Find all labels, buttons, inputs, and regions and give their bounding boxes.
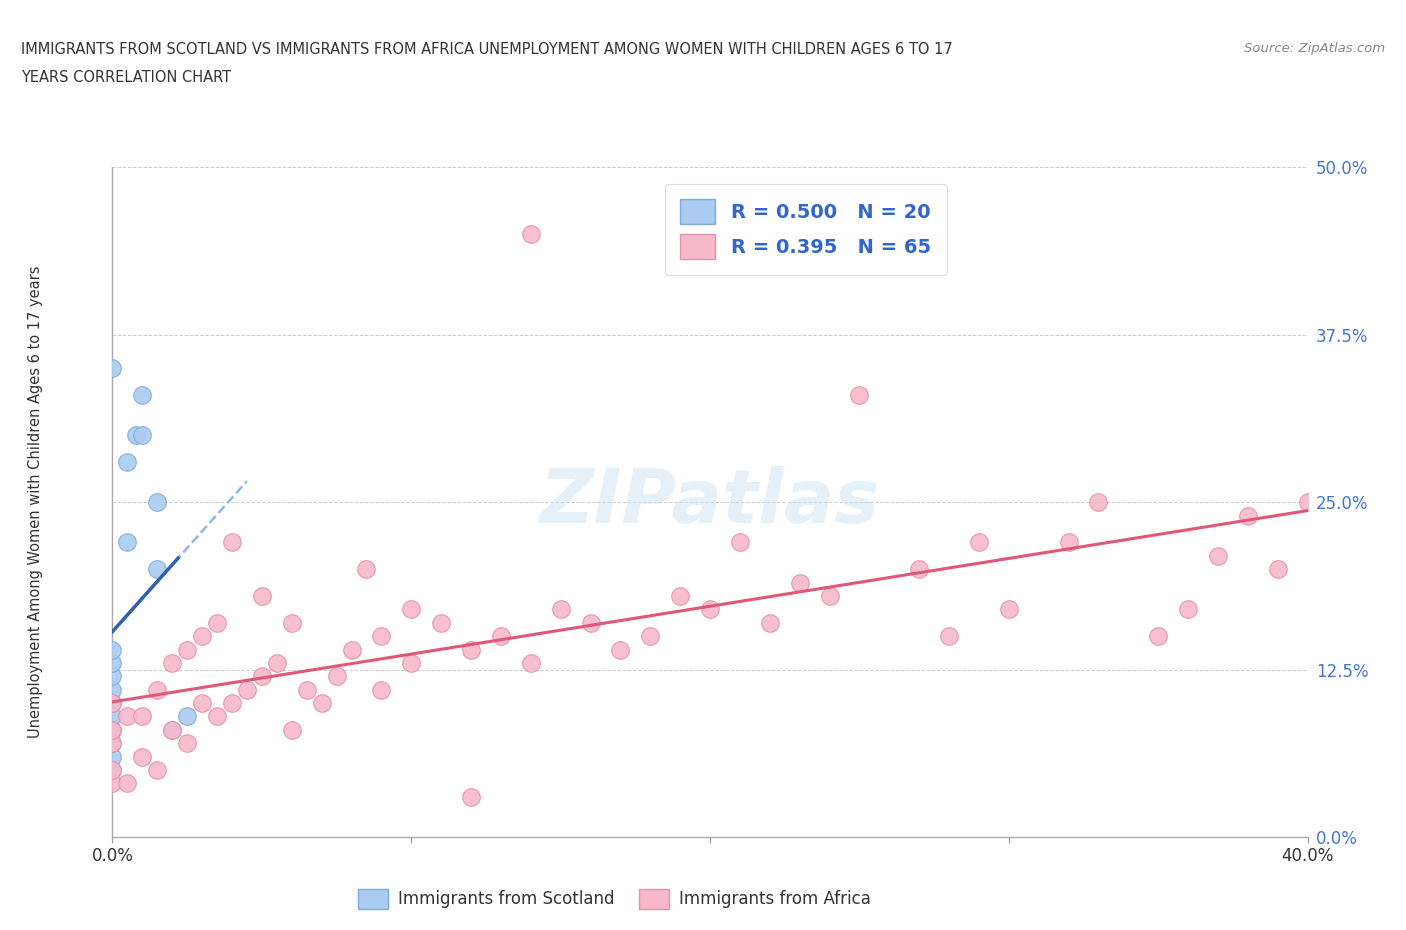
Point (176, 736, 198, 751)
Point (205, 709, 228, 724)
Point (162, 723, 183, 737)
Point (669, 589, 692, 604)
Point (101, 763, 124, 777)
Point (1147, 629, 1170, 644)
Point (131, 709, 153, 724)
Point (295, 683, 318, 698)
Point (221, 535, 243, 550)
Point (311, 696, 333, 711)
Point (101, 736, 124, 751)
Point (638, 629, 662, 644)
Point (1296, 495, 1319, 510)
Point (370, 683, 392, 698)
Text: ZIPatlas: ZIPatlas (540, 466, 880, 538)
Point (101, 723, 124, 737)
Point (236, 683, 259, 698)
Point (520, 227, 543, 242)
Point (1206, 549, 1229, 564)
Point (489, 629, 512, 644)
Point (101, 683, 124, 698)
Point (125, 428, 148, 443)
Point (176, 642, 198, 657)
Point (1057, 535, 1080, 550)
Point (325, 669, 347, 684)
Point (131, 428, 153, 443)
Point (430, 616, 453, 631)
Point (789, 575, 811, 590)
Point (967, 535, 990, 550)
Point (131, 750, 153, 764)
Point (101, 642, 124, 657)
Legend: Immigrants from Scotland, Immigrants from Africa: Immigrants from Scotland, Immigrants fro… (352, 882, 877, 916)
Point (281, 723, 304, 737)
Point (101, 656, 124, 671)
Point (699, 602, 721, 617)
Point (250, 669, 273, 684)
Point (176, 709, 198, 724)
Point (146, 763, 169, 777)
Point (131, 388, 153, 403)
Point (146, 495, 169, 510)
Point (818, 589, 841, 604)
Text: YEARS CORRELATION CHART: YEARS CORRELATION CHART (21, 70, 231, 85)
Point (101, 669, 124, 684)
Point (191, 629, 214, 644)
Point (1087, 495, 1109, 510)
Point (759, 616, 782, 631)
Point (101, 776, 124, 790)
Point (908, 562, 931, 577)
Point (101, 361, 124, 376)
Point (101, 723, 124, 737)
Text: Unemployment Among Women with Children Ages 6 to 17 years: Unemployment Among Women with Children A… (28, 266, 42, 738)
Point (101, 736, 124, 751)
Point (579, 616, 602, 631)
Point (460, 642, 482, 657)
Point (250, 589, 273, 604)
Point (117, 709, 139, 724)
Point (281, 616, 304, 631)
Point (401, 656, 423, 671)
Point (460, 790, 482, 804)
Point (101, 696, 124, 711)
Point (998, 602, 1021, 617)
Point (266, 656, 288, 671)
Point (146, 683, 169, 698)
Point (101, 709, 124, 724)
Point (609, 642, 631, 657)
Point (728, 535, 751, 550)
Point (117, 776, 139, 790)
Point (370, 629, 392, 644)
Point (221, 696, 243, 711)
Point (1177, 602, 1199, 617)
Point (550, 602, 572, 617)
Point (162, 723, 183, 737)
Point (101, 696, 124, 711)
Point (146, 562, 169, 577)
Point (1267, 562, 1289, 577)
Point (1237, 508, 1260, 523)
Text: IMMIGRANTS FROM SCOTLAND VS IMMIGRANTS FROM AFRICA UNEMPLOYMENT AMONG WOMEN WITH: IMMIGRANTS FROM SCOTLAND VS IMMIGRANTS F… (21, 42, 953, 57)
Point (401, 602, 423, 617)
Point (162, 656, 183, 671)
Text: Source: ZipAtlas.com: Source: ZipAtlas.com (1244, 42, 1385, 55)
Point (520, 656, 543, 671)
Point (117, 455, 139, 470)
Point (117, 535, 139, 550)
Point (101, 750, 124, 764)
Point (356, 562, 378, 577)
Point (938, 629, 960, 644)
Point (191, 696, 214, 711)
Point (340, 642, 363, 657)
Point (205, 616, 228, 631)
Point (101, 763, 124, 777)
Point (848, 388, 870, 403)
